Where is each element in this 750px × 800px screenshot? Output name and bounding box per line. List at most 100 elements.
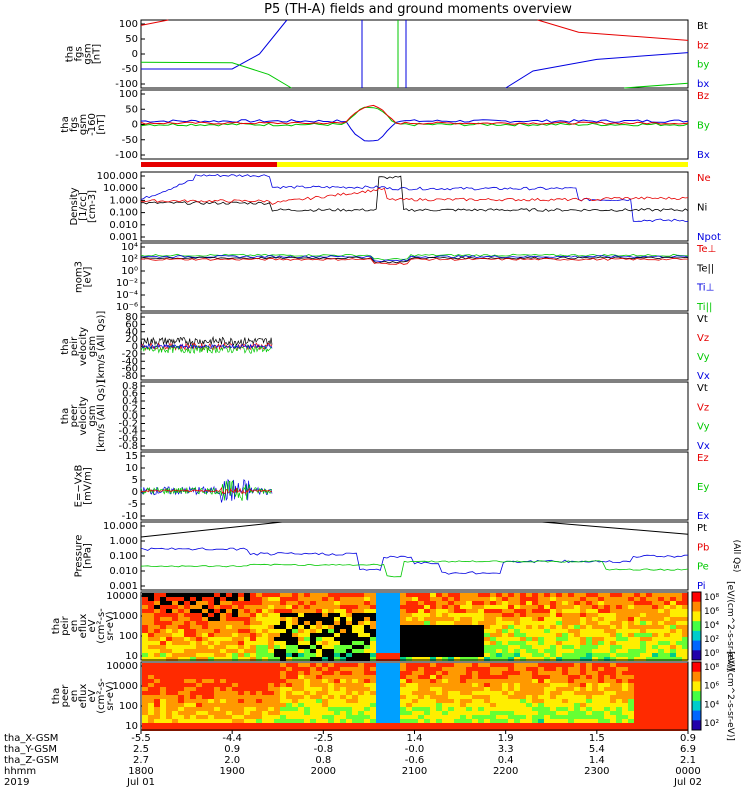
legend-Vz: Vz	[697, 402, 709, 413]
heat-cell	[286, 613, 292, 617]
heat-cell	[568, 715, 574, 719]
heat-cell	[364, 695, 370, 699]
heat-cell	[652, 703, 658, 707]
heat-cell	[142, 715, 148, 719]
heat-cell	[232, 641, 238, 645]
heat-cell	[544, 707, 550, 711]
heat-cell	[550, 667, 556, 671]
heat-cell	[244, 671, 250, 675]
heat-cell	[430, 687, 436, 691]
heat-cell	[646, 727, 652, 731]
heat-cell	[478, 657, 484, 661]
trace-Tep	[140, 257, 689, 265]
heat-cell	[184, 625, 190, 629]
heat-cell	[412, 629, 418, 633]
heat-cell	[154, 683, 160, 687]
heat-cell	[226, 715, 232, 719]
heat-cell	[460, 633, 466, 637]
heat-cell	[328, 695, 334, 699]
heat-cell	[430, 649, 436, 653]
heat-cell	[652, 605, 658, 609]
heat-cell	[400, 657, 406, 661]
heat-cell	[394, 637, 400, 641]
heat-cell	[652, 699, 658, 703]
heat-cell	[568, 597, 574, 601]
heat-cell	[664, 633, 670, 637]
heat-cell	[220, 645, 226, 649]
heat-cell	[352, 691, 358, 695]
heat-cell	[454, 723, 460, 727]
heat-cell	[664, 649, 670, 653]
heat-cell	[196, 649, 202, 653]
heat-cell	[508, 719, 514, 723]
heat-cell	[604, 707, 610, 711]
heat-cell	[280, 683, 286, 687]
heat-cell	[490, 679, 496, 683]
heat-cell	[406, 621, 412, 625]
panel-frame	[140, 591, 689, 661]
xaxis-x-value: 1.5	[589, 733, 605, 744]
heat-cell	[268, 601, 274, 605]
heat-cell	[310, 711, 316, 715]
heat-cell	[394, 649, 400, 653]
heat-cell	[154, 641, 160, 645]
heat-cell	[196, 629, 202, 633]
heat-cell	[148, 601, 154, 605]
colorbar-band	[692, 640, 701, 651]
heat-cell	[478, 649, 484, 653]
heat-cell	[634, 727, 640, 731]
heat-cell	[532, 715, 538, 719]
heat-cell	[232, 601, 238, 605]
heat-cell	[490, 629, 496, 633]
heat-cell	[676, 637, 682, 641]
heat-cell	[586, 723, 592, 727]
heat-cell	[292, 641, 298, 645]
heat-cell	[202, 617, 208, 621]
heat-cell	[418, 629, 424, 633]
heat-cell	[232, 633, 238, 637]
heat-cell	[220, 719, 226, 723]
heat-cell	[472, 727, 478, 731]
heat-cell	[484, 695, 490, 699]
heat-cell	[154, 657, 160, 661]
heat-cell	[664, 621, 670, 625]
heat-cell	[160, 649, 166, 653]
legend-Vx: Vx	[697, 441, 710, 452]
heat-cell	[532, 727, 538, 731]
heat-cell	[346, 667, 352, 671]
heat-cell	[586, 711, 592, 715]
heat-cell	[322, 657, 328, 661]
heat-cell	[256, 703, 262, 707]
heat-cell	[328, 727, 334, 731]
heat-cell	[364, 707, 370, 711]
heat-cell	[214, 719, 220, 723]
heat-cell	[160, 657, 166, 661]
heat-cell	[568, 629, 574, 633]
heat-cell	[196, 645, 202, 649]
heat-cell	[460, 683, 466, 687]
heat-cell	[502, 657, 508, 661]
heat-cell	[502, 645, 508, 649]
heat-cell	[598, 637, 604, 641]
heat-cell	[460, 711, 466, 715]
heat-cell	[676, 593, 682, 597]
heat-cell	[430, 715, 436, 719]
heat-cell	[256, 683, 262, 687]
heat-cell	[496, 641, 502, 645]
xaxis-y-value: -0.0	[405, 744, 425, 755]
heat-cell	[196, 675, 202, 679]
heat-cell	[388, 657, 394, 661]
heat-cell	[454, 601, 460, 605]
heat-cell	[334, 597, 340, 601]
heat-cell	[442, 613, 448, 617]
heat-cell	[544, 625, 550, 629]
heat-cell	[598, 633, 604, 637]
yaxis-label: Pressure[nPa]	[74, 535, 94, 578]
heat-cell	[148, 687, 154, 691]
trace-v3	[140, 343, 273, 350]
heat-cell	[526, 657, 532, 661]
heat-cell	[172, 625, 178, 629]
heat-cell	[478, 699, 484, 703]
heat-cell	[388, 687, 394, 691]
